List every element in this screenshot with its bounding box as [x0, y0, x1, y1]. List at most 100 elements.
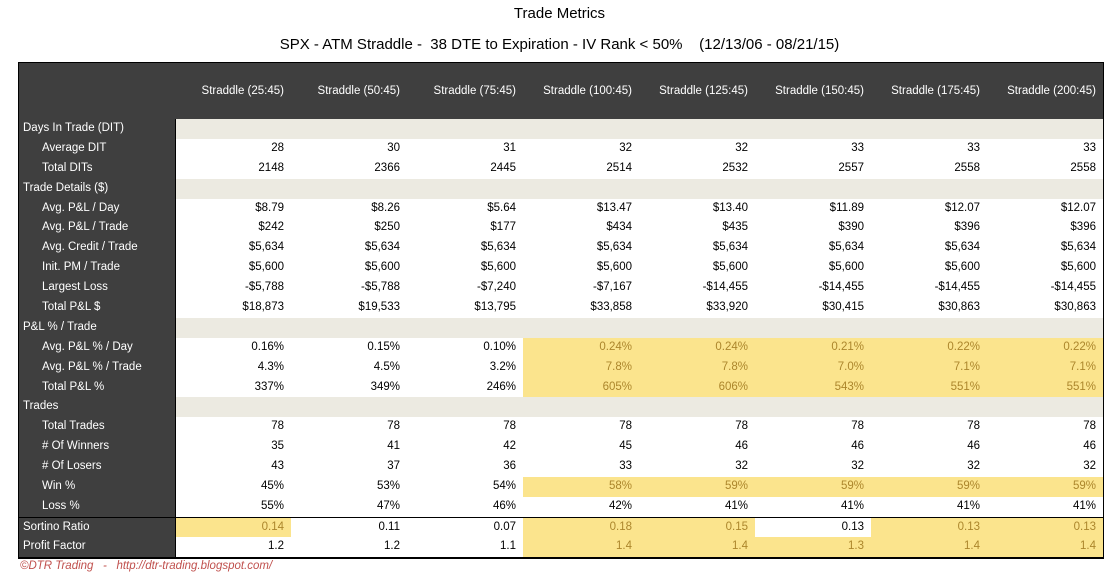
table-row: Sortino Ratio 0.14 0.11 0.07 0.18 0.15 0.13 0.1… — [19, 516, 1103, 537]
table-cell: $33,920 — [639, 298, 755, 318]
table-cell: 2558 — [987, 158, 1103, 179]
table-cell: 0.15 — [639, 517, 755, 537]
table-cell: $177 — [407, 218, 523, 239]
table-cell: 59% — [755, 477, 871, 497]
table-cell: 33 — [755, 138, 871, 159]
table-cell: 3.2% — [407, 357, 523, 378]
table-row: Init. PM / Trade $5,600 $5,600 $5,600 $5,600… — [19, 258, 1103, 279]
table-cell: $8.26 — [291, 198, 407, 219]
column-header: Straddle (25:45) — [201, 85, 284, 97]
column-header: Straddle (175:45) — [891, 85, 980, 97]
table-cell: 46 — [987, 437, 1103, 458]
table-cell: 7.1% — [871, 357, 987, 378]
table-cell: 543% — [755, 377, 871, 398]
table-row: # Of Losers 43 37 36 33 32 32 32 32 — [19, 457, 1103, 478]
page-subtitle: SPX - ATM Straddle - 38 DTE to Expiratio… — [279, 36, 840, 53]
table-cell: 0.07 — [407, 517, 523, 537]
section-row: P&L % / Trade — [19, 317, 1103, 338]
table-cell: 1.2 — [291, 536, 407, 557]
table-cell: 78 — [291, 417, 407, 438]
table-row: Profit Factor 1.2 1.2 1.1 1.4 1.4 1.3 1.4 1.4 — [19, 536, 1103, 557]
section-band — [175, 119, 1103, 139]
table-cell: 55% — [175, 496, 291, 517]
table-cell: $12.07 — [987, 198, 1103, 219]
table-cell: 0.13 — [987, 517, 1103, 537]
column-header: Straddle (100:45) — [543, 85, 632, 97]
row-label: # Of Losers — [19, 457, 175, 478]
table-cell: $19,533 — [291, 298, 407, 318]
table-cell: 32 — [639, 138, 755, 159]
table-row: Avg. P&L / Day $8.79 $8.26 $5.64 $13.47 $13.4… — [19, 198, 1103, 219]
table-cell: 0.13 — [755, 517, 871, 537]
table-cell: 7.8% — [523, 357, 639, 378]
row-label: Largest Loss — [19, 278, 175, 299]
table-cell: $33,858 — [523, 298, 639, 318]
table-cell: 1.4 — [639, 536, 755, 557]
section-row: Trade Details ($) — [19, 178, 1103, 199]
table-cell: $5,600 — [407, 258, 523, 279]
table-row: Total P&L $ $18,873 $19,533 $13,795 $33,858 $… — [19, 298, 1103, 318]
table-cell: 605% — [523, 377, 639, 398]
row-label: Avg. Credit / Trade — [19, 238, 175, 259]
table-cell: 2514 — [523, 158, 639, 179]
table-row: Loss % 55% 47% 46% 42% 41% 41% 41% 41% — [19, 496, 1103, 517]
table-row: Avg. Credit / Trade $5,634 $5,634 $5,634 $5,… — [19, 238, 1103, 259]
table-cell: 0.24% — [639, 337, 755, 358]
table-cell: 59% — [987, 477, 1103, 497]
table-cell: $390 — [755, 218, 871, 239]
table-cell: $5,634 — [291, 238, 407, 259]
table-cell: 7.0% — [755, 357, 871, 378]
table-cell: $434 — [523, 218, 639, 239]
table-cell: 78 — [639, 417, 755, 438]
table-row: Largest Loss -$5,788 -$5,788 -$7,240 -$7,167… — [19, 278, 1103, 299]
table-cell: 2445 — [407, 158, 523, 179]
table-row: Total Trades 78 78 78 78 78 78 78 78 — [19, 417, 1103, 438]
table-cell: 0.13 — [871, 517, 987, 537]
table-cell: 1.4 — [871, 536, 987, 557]
table-cell: 45% — [175, 477, 291, 497]
column-header: Straddle (200:45) — [1007, 85, 1096, 97]
row-label: Sortino Ratio — [19, 517, 175, 537]
table-cell: 54% — [407, 477, 523, 497]
table-cell: -$7,167 — [523, 278, 639, 299]
table-cell: 45 — [523, 437, 639, 458]
table-cell: 41% — [639, 496, 755, 517]
row-label: Loss % — [19, 496, 175, 517]
table-cell: 1.4 — [987, 536, 1103, 557]
table-cell: 246% — [407, 377, 523, 398]
table-row: Average DIT 28 30 31 32 32 33 33 33 — [19, 138, 1103, 159]
table-cell: $5,600 — [871, 258, 987, 279]
row-label: Total P&L $ — [19, 298, 175, 318]
table-cell: $5,634 — [639, 238, 755, 259]
column-header: Straddle (50:45) — [317, 85, 400, 97]
table-cell: $5,634 — [755, 238, 871, 259]
table-cell: 47% — [291, 496, 407, 517]
table-cell: 32 — [523, 138, 639, 159]
table-cell: 46% — [407, 496, 523, 517]
table-cell: 2148 — [175, 158, 291, 179]
table-cell: 28 — [175, 138, 291, 159]
table-cell: $5,600 — [523, 258, 639, 279]
table-cell: $12.07 — [871, 198, 987, 219]
table-cell: 78 — [871, 417, 987, 438]
table-cell: 32 — [639, 457, 755, 478]
footer-credit: ©DTR Trading - http://dtr-trading.blogsp… — [20, 560, 273, 572]
table-cell: 2366 — [291, 158, 407, 179]
row-label: Trade Details ($) — [19, 178, 175, 199]
table-cell: 1.1 — [407, 536, 523, 557]
table-cell: 4.5% — [291, 357, 407, 378]
table-cell: 43 — [175, 457, 291, 478]
table-cell: 2558 — [871, 158, 987, 179]
table-cell: $5,634 — [175, 238, 291, 259]
table-cell: 7.1% — [987, 357, 1103, 378]
table-cell: 1.3 — [755, 536, 871, 557]
table-row: Win % 45% 53% 54% 58% 59% 59% 59% 59% — [19, 477, 1103, 497]
section-row: Days In Trade (DIT) — [19, 119, 1103, 139]
table-cell: $13,795 — [407, 298, 523, 318]
section-band — [175, 317, 1103, 338]
table-cell: $11.89 — [755, 198, 871, 219]
section-row: Trades — [19, 397, 1103, 418]
table-cell: 0.24% — [523, 337, 639, 358]
table-cell: 349% — [291, 377, 407, 398]
table-body: Days In Trade (DIT) Average DIT 28 30 31 32 32… — [19, 119, 1103, 557]
